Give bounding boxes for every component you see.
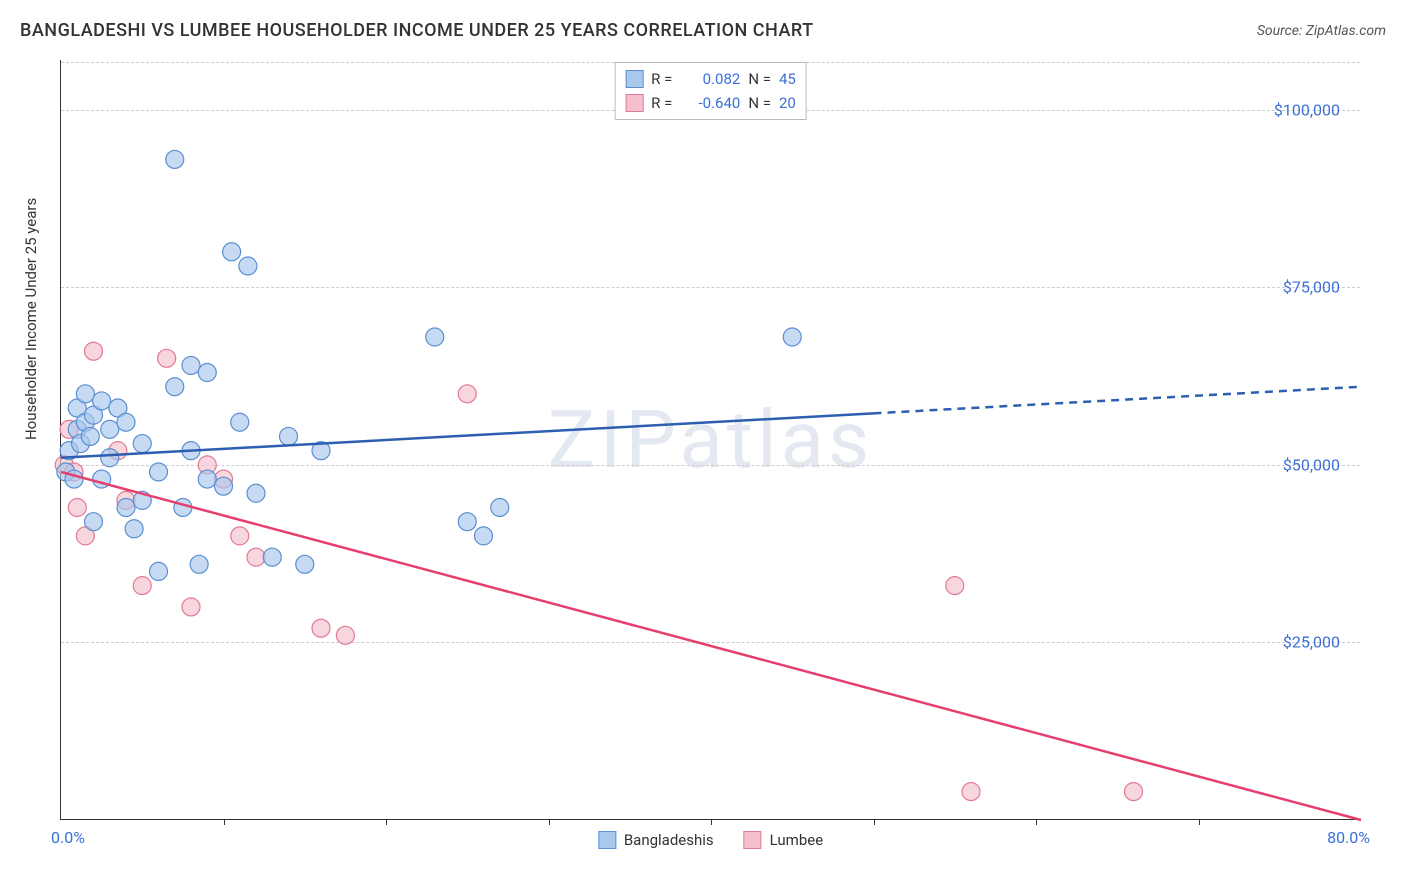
data-point [198,364,216,382]
data-point [190,555,208,573]
data-point [166,150,184,168]
x-axis-min-label: 0.0% [51,828,85,847]
data-point [223,243,241,261]
data-point [336,626,354,644]
legend-item-bangladeshi: Bangladeshis [598,831,714,849]
data-point [296,555,314,573]
data-point [458,385,476,403]
data-point [247,548,265,566]
data-point [117,498,135,516]
trend-line [61,413,874,457]
data-point [81,427,99,445]
data-point [231,527,249,545]
trend-line-dashed [874,387,1362,414]
swatch-icon [744,831,762,849]
y-axis-label: Householder Income Under 25 years [22,198,40,440]
data-point [783,328,801,346]
data-point [68,498,86,516]
data-point [247,484,265,502]
data-point [158,349,176,367]
scatter-plot-svg [61,60,1360,819]
data-point [198,470,216,488]
data-point [133,435,151,453]
data-point [946,577,964,595]
legend-item-lumbee: Lumbee [744,831,824,849]
legend-label: Lumbee [770,831,824,849]
correlation-chart: ZIPatlas $25,000$50,000$75,000$100,000 0… [60,60,1360,820]
data-point [76,385,94,403]
swatch-icon [598,831,616,849]
data-point [85,342,103,360]
data-point [231,413,249,431]
page-title: BANGLADESHI VS LUMBEE HOUSEHOLDER INCOME… [20,20,814,41]
data-point [475,527,493,545]
data-point [239,257,257,275]
data-point [133,577,151,595]
data-point [426,328,444,346]
bottom-legend: Bangladeshis Lumbee [598,831,823,849]
data-point [150,562,168,580]
data-point [280,427,298,445]
data-point [93,392,111,410]
data-point [101,420,119,438]
data-point [1125,783,1143,801]
data-point [491,498,509,516]
legend-label: Bangladeshis [624,831,714,849]
source-credit: Source: ZipAtlas.com [1257,23,1386,39]
data-point [182,356,200,374]
data-point [125,520,143,538]
data-point [263,548,281,566]
data-point [117,413,135,431]
data-point [182,598,200,616]
data-point [962,783,980,801]
data-point [458,513,476,531]
x-axis-max-label: 80.0% [1327,828,1370,847]
data-point [101,449,119,467]
data-point [312,619,330,637]
data-point [150,463,168,481]
data-point [166,378,184,396]
data-point [85,513,103,531]
trend-line [61,472,1361,820]
data-point [215,477,233,495]
